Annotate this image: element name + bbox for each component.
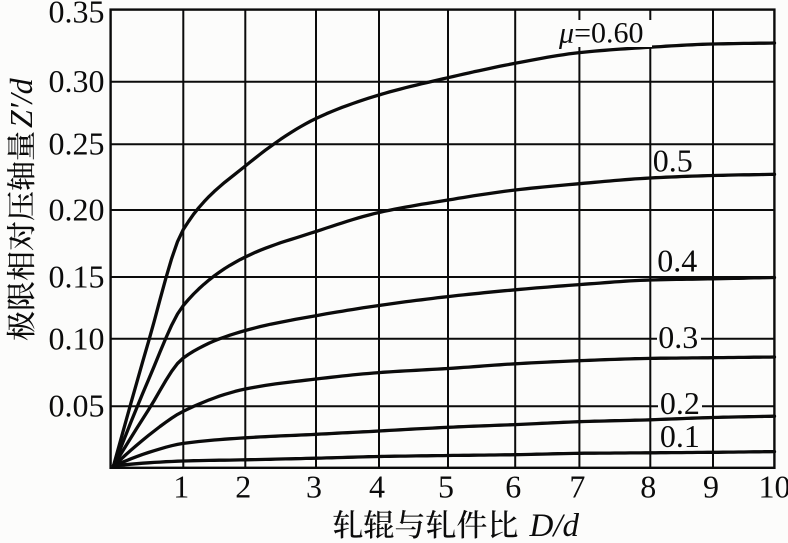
- svg-text:0.35: 0.35: [49, 0, 105, 30]
- svg-text:0.1: 0.1: [660, 418, 700, 454]
- svg-text:0.20: 0.20: [49, 192, 105, 228]
- svg-text:Z′/d: Z′/d: [3, 77, 39, 128]
- svg-text:0.05: 0.05: [49, 388, 105, 424]
- svg-text:0.15: 0.15: [49, 259, 105, 295]
- svg-text:3: 3: [306, 469, 322, 505]
- svg-text:4: 4: [369, 469, 385, 505]
- svg-text:7: 7: [569, 469, 585, 505]
- svg-text:5: 5: [438, 469, 454, 505]
- svg-text:0.4: 0.4: [657, 243, 697, 279]
- svg-text:μ=0.60: μ=0.60: [558, 17, 643, 50]
- svg-text:9: 9: [703, 469, 719, 505]
- svg-text:10: 10: [759, 469, 788, 505]
- svg-text:D/d: D/d: [529, 508, 580, 543]
- svg-text:0.25: 0.25: [49, 126, 105, 162]
- svg-text:0.10: 0.10: [49, 320, 105, 356]
- svg-text:0.2: 0.2: [660, 385, 700, 421]
- svg-text:8: 8: [640, 469, 656, 505]
- svg-text:0.30: 0.30: [49, 63, 105, 99]
- svg-text:0.3: 0.3: [658, 319, 698, 355]
- svg-text:6: 6: [505, 469, 521, 505]
- svg-text:2: 2: [235, 469, 251, 505]
- svg-text:0.5: 0.5: [653, 142, 693, 178]
- svg-text:1: 1: [173, 469, 189, 505]
